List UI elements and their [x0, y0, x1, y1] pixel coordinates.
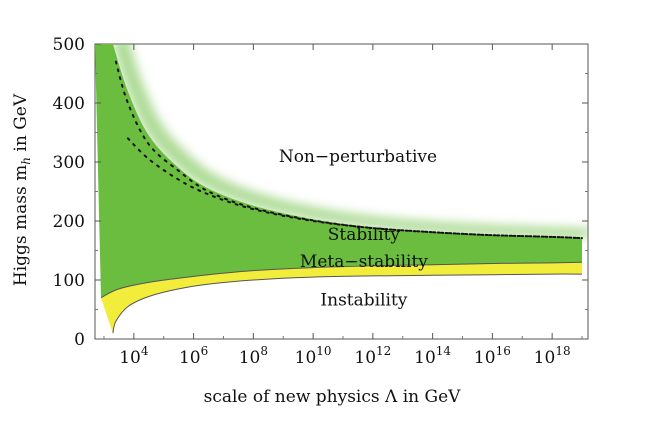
region-label: Non−perturbative: [279, 147, 437, 167]
x-axis-ticks: 104 106 108 1010 1012 1014 1016 1018: [103, 44, 583, 368]
x-tick-label: 1012: [354, 344, 391, 368]
x-tick-label: 1010: [295, 344, 332, 368]
region-labels: Non−perturbative Stability Meta−stability I…: [279, 147, 437, 310]
y-tick-label: 0: [74, 330, 85, 350]
region-label: Meta−stability: [300, 252, 428, 272]
metastability-lower-boundary: [112, 273, 583, 334]
y-axis-label-tail: in GeV: [11, 93, 31, 157]
x-tick-label: 1018: [534, 344, 571, 368]
x-axis-label: scale of new physics Λ in GeV: [204, 387, 462, 407]
metastability-region: [101, 262, 582, 334]
dotted-lower-boundary: [126, 137, 583, 240]
x-tick-label: 106: [179, 344, 208, 368]
y-tick-label: 100: [53, 271, 85, 291]
regions-layer: [95, 44, 588, 334]
region-label: Instability: [320, 290, 407, 310]
y-tick-label: 200: [53, 212, 85, 232]
stability-lower-boundary: [100, 261, 583, 299]
y-tick-label: 300: [53, 153, 85, 173]
y-axis-label-main: Higgs mass m: [11, 165, 31, 286]
y-axis-label-subscript: h: [19, 157, 33, 165]
x-tick-label: 108: [239, 344, 268, 368]
y-axis-ticks: 0 100 200 300 400 500: [53, 35, 588, 350]
y-tick-label: 400: [53, 94, 85, 114]
x-tick-label: 104: [119, 344, 149, 368]
y-axis-label: Higgs mass mh in GeV: [11, 93, 33, 286]
stability-region: [95, 44, 582, 298]
y-tick-label: 500: [53, 35, 85, 55]
x-tick-label: 1016: [474, 344, 511, 368]
region-label: Stability: [328, 225, 401, 245]
nonperturbative-fade-band: [112, 44, 588, 239]
x-tick-label: 1014: [414, 344, 451, 368]
